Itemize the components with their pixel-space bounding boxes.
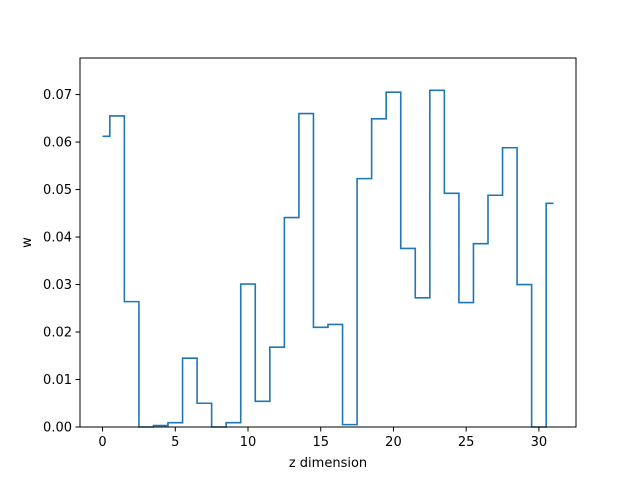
x-tick-label: 20 xyxy=(385,435,402,450)
x-tick-label: 0 xyxy=(98,435,106,450)
y-tick-label: 0.06 xyxy=(43,136,72,151)
y-tick-label: 0.00 xyxy=(43,421,72,436)
x-tick-label: 5 xyxy=(171,435,179,450)
y-axis-label: w xyxy=(20,237,35,248)
x-tick-label: 30 xyxy=(531,435,548,450)
plot-area xyxy=(102,89,554,428)
y-tick-label: 0.04 xyxy=(43,231,72,246)
x-axis-ticks: 0 5 10 15 20 25 30 xyxy=(98,427,547,450)
y-axis-ticks: 0.00 0.01 0.02 0.03 0.04 0.05 0.06 0.07 xyxy=(43,88,80,436)
y-tick-label: 0.05 xyxy=(43,183,72,198)
x-axis-label: z dimension xyxy=(289,456,367,471)
series-step-line xyxy=(102,89,554,428)
x-tick-label: 25 xyxy=(458,435,475,450)
x-tick-label: 10 xyxy=(240,435,257,450)
axes-frame xyxy=(79,57,577,428)
x-tick-label: 15 xyxy=(312,435,329,450)
y-tick-label: 0.03 xyxy=(43,278,72,293)
y-tick-label: 0.07 xyxy=(43,88,72,103)
y-tick-label: 0.01 xyxy=(43,373,72,388)
y-tick-label: 0.02 xyxy=(43,326,72,341)
